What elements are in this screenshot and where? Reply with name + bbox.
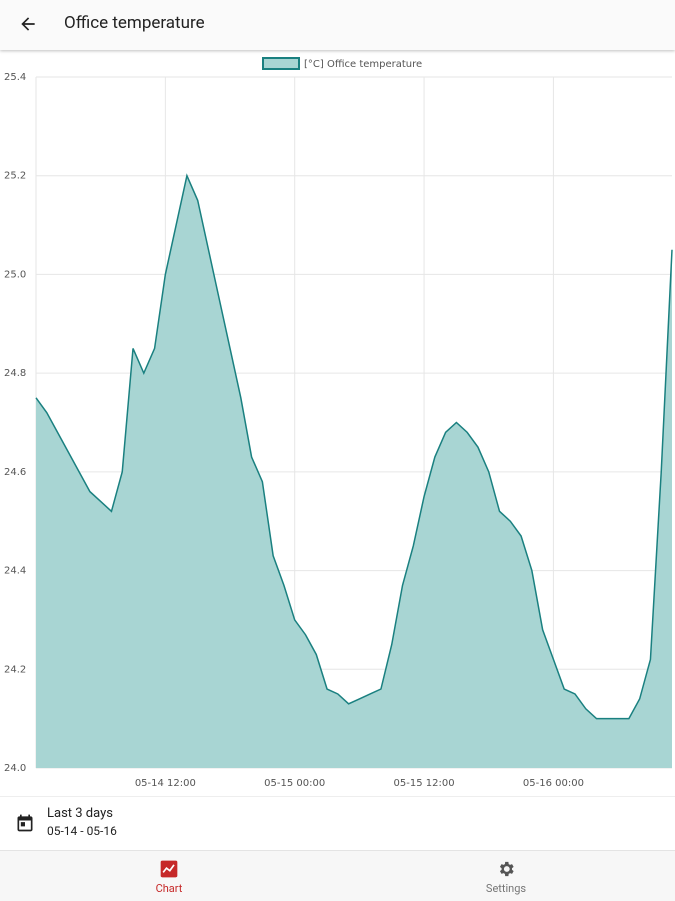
area (36, 175, 672, 768)
nav-settings[interactable]: Settings (446, 851, 566, 901)
app-bar: Office temperature (0, 0, 675, 50)
chart-icon (160, 860, 178, 878)
chart: 24.0 24.2 24.4 24.6 24.8 25.0 25.2 25.4 05-14 12… (4, 57, 673, 789)
y-tick-label: 24.4 (4, 566, 26, 577)
x-tick-label: 05-14 12:00 (135, 778, 196, 789)
legend-swatch (262, 57, 300, 70)
nav-chart[interactable]: Chart (109, 851, 229, 901)
date-range[interactable]: Last 3 days 05-14 - 05-16 (0, 796, 675, 851)
y-tick-label: 25.4 (4, 72, 26, 83)
y-tick-label: 24.2 (4, 664, 26, 675)
settings-icon (499, 861, 514, 877)
line (35, 173, 673, 720)
back-button[interactable] (18, 14, 38, 34)
bottom-nav: Chart Settings (0, 850, 675, 901)
range-label: Last 3 days (47, 806, 113, 821)
y-tick-label: 24.6 (4, 467, 26, 478)
title: Office temperature (64, 13, 205, 33)
y-tick-label: 24.0 (4, 763, 26, 774)
calendar-icon (17, 814, 33, 832)
y-tick-label: 24.8 (4, 368, 26, 379)
nav-label: Settings (485, 882, 527, 895)
legend-label: [°C] Office temperature (304, 59, 422, 70)
nav-label: Chart (155, 882, 183, 895)
x-tick-label: 05-15 12:00 (394, 778, 455, 789)
range-dates: 05-14 - 05-16 (47, 824, 117, 838)
y-tick-label: 25.0 (4, 269, 26, 280)
x-tick-label: 05-16 00:00 (523, 778, 584, 789)
x-tick-label: 05-15 00:00 (264, 778, 325, 789)
y-tick-label: 25.2 (4, 171, 26, 182)
